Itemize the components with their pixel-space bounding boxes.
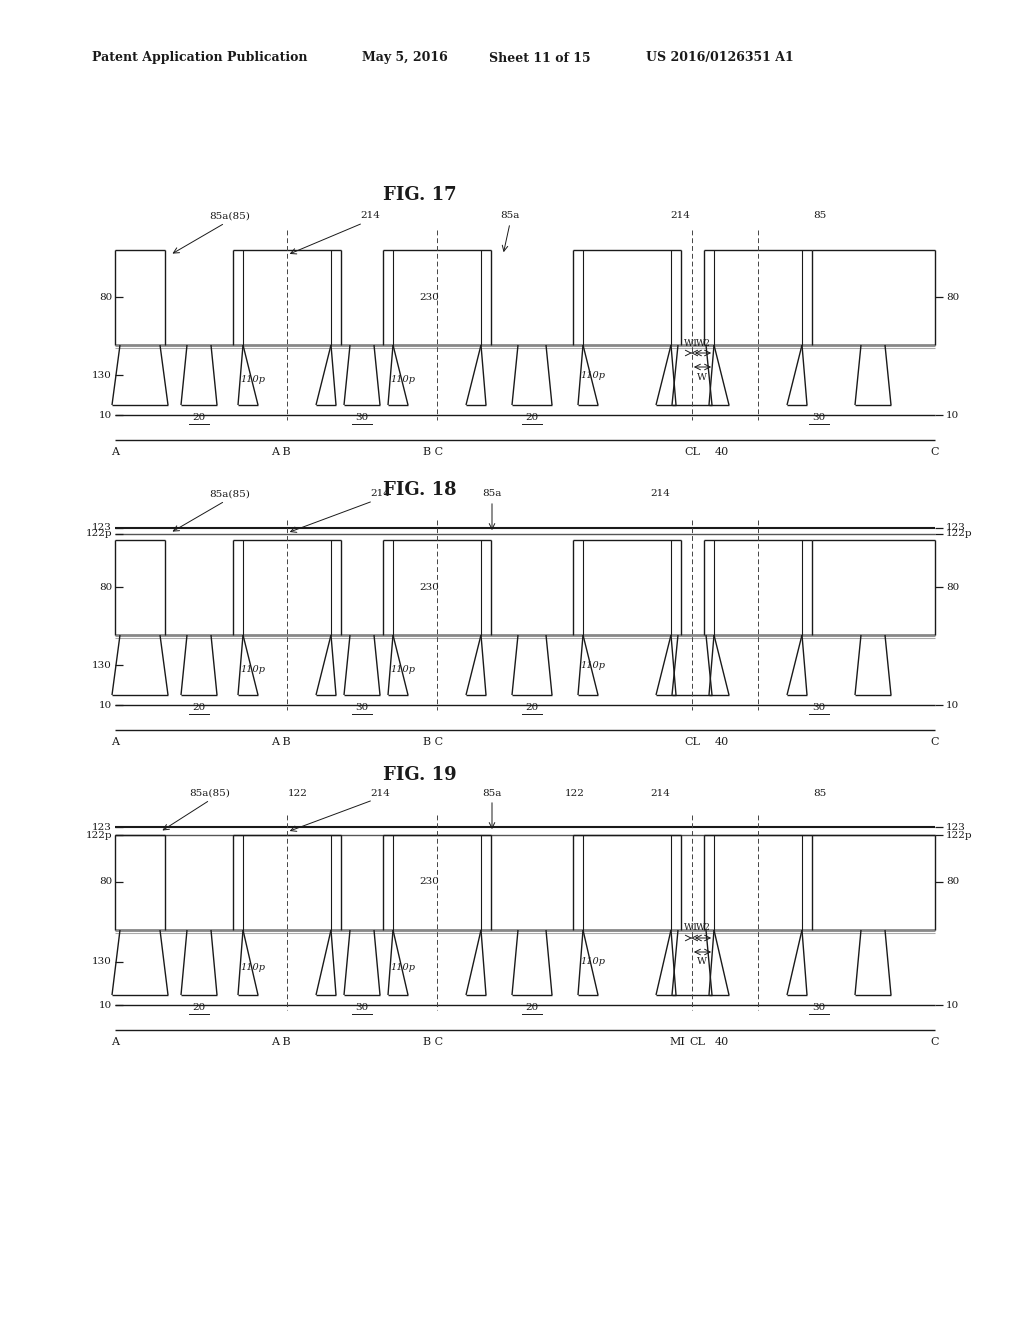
Text: Patent Application Publication: Patent Application Publication (92, 51, 308, 65)
Text: 214: 214 (650, 490, 670, 499)
Text: May 5, 2016: May 5, 2016 (362, 51, 447, 65)
Text: 214: 214 (650, 788, 670, 797)
Text: 85a: 85a (482, 788, 502, 797)
Text: A B: A B (271, 1038, 291, 1047)
Text: 110p: 110p (581, 371, 605, 380)
Text: W: W (697, 957, 707, 966)
Text: 110p: 110p (390, 665, 416, 675)
Text: 20: 20 (525, 704, 539, 713)
Text: 10: 10 (946, 411, 959, 420)
Text: 30: 30 (355, 1003, 369, 1012)
Text: 30: 30 (812, 1003, 825, 1012)
Text: 80: 80 (946, 878, 959, 887)
Text: 80: 80 (946, 582, 959, 591)
Text: 110p: 110p (581, 957, 605, 966)
Text: W1: W1 (683, 338, 698, 347)
Text: 122p: 122p (946, 529, 973, 539)
Text: 122p: 122p (85, 529, 112, 539)
Text: 214: 214 (370, 490, 390, 499)
Text: W1: W1 (683, 924, 698, 932)
Text: 122p: 122p (946, 830, 973, 840)
Text: A B: A B (271, 447, 291, 457)
Text: 10: 10 (946, 1001, 959, 1010)
Text: 85a(85): 85a(85) (210, 490, 251, 499)
Text: 122: 122 (565, 788, 585, 797)
Text: 110p: 110p (241, 962, 265, 972)
Text: 30: 30 (355, 413, 369, 422)
Text: 214: 214 (370, 788, 390, 797)
Text: 230: 230 (419, 582, 439, 591)
Text: A B: A B (271, 737, 291, 747)
Text: 230: 230 (419, 293, 439, 301)
Text: 214: 214 (670, 211, 690, 220)
Text: FIG. 19: FIG. 19 (383, 766, 457, 784)
Text: 85: 85 (813, 788, 826, 797)
Text: 110p: 110p (581, 660, 605, 669)
Text: 10: 10 (98, 701, 112, 710)
Text: 85a(85): 85a(85) (189, 788, 230, 797)
Text: 20: 20 (193, 413, 206, 422)
Text: 40: 40 (715, 1038, 729, 1047)
Text: 20: 20 (525, 1003, 539, 1012)
Text: A: A (111, 737, 119, 747)
Text: 85a: 85a (482, 490, 502, 499)
Text: 80: 80 (98, 293, 112, 301)
Text: 123: 123 (946, 822, 966, 832)
Text: 122p: 122p (85, 830, 112, 840)
Text: FIG. 18: FIG. 18 (383, 480, 457, 499)
Text: 123: 123 (946, 524, 966, 532)
Text: A: A (111, 447, 119, 457)
Text: 40: 40 (715, 447, 729, 457)
Text: 214: 214 (360, 211, 380, 220)
Text: 20: 20 (525, 413, 539, 422)
Text: 30: 30 (812, 704, 825, 713)
Text: FIG. 17: FIG. 17 (383, 186, 457, 205)
Text: C: C (931, 447, 939, 457)
Text: CL: CL (684, 447, 700, 457)
Text: 130: 130 (92, 660, 112, 669)
Text: 110p: 110p (390, 375, 416, 384)
Text: B C: B C (423, 447, 443, 457)
Text: 80: 80 (98, 582, 112, 591)
Text: 10: 10 (98, 411, 112, 420)
Text: 130: 130 (92, 957, 112, 966)
Text: 30: 30 (812, 413, 825, 422)
Text: 80: 80 (98, 878, 112, 887)
Text: 80: 80 (946, 293, 959, 301)
Text: 85a(85): 85a(85) (210, 211, 251, 220)
Text: 30: 30 (355, 704, 369, 713)
Text: 110p: 110p (241, 375, 265, 384)
Text: 110p: 110p (390, 962, 416, 972)
Text: 40: 40 (715, 737, 729, 747)
Text: 230: 230 (419, 878, 439, 887)
Text: US 2016/0126351 A1: US 2016/0126351 A1 (646, 51, 794, 65)
Text: 20: 20 (193, 704, 206, 713)
Text: C: C (931, 737, 939, 747)
Text: W2: W2 (695, 338, 711, 347)
Text: 85a: 85a (501, 211, 520, 220)
Text: 10: 10 (946, 701, 959, 710)
Text: W2: W2 (695, 924, 711, 932)
Text: C: C (931, 1038, 939, 1047)
Text: B C: B C (423, 737, 443, 747)
Text: 10: 10 (98, 1001, 112, 1010)
Text: CL: CL (684, 737, 700, 747)
Text: 130: 130 (92, 371, 112, 380)
Text: 85: 85 (813, 211, 826, 220)
Text: 20: 20 (193, 1003, 206, 1012)
Text: B C: B C (423, 1038, 443, 1047)
Text: Sheet 11 of 15: Sheet 11 of 15 (489, 51, 591, 65)
Text: 123: 123 (92, 524, 112, 532)
Text: 110p: 110p (241, 665, 265, 675)
Text: MI: MI (669, 1038, 685, 1047)
Text: 122: 122 (288, 788, 308, 797)
Text: W: W (697, 372, 707, 381)
Text: 123: 123 (92, 822, 112, 832)
Text: CL: CL (689, 1038, 705, 1047)
Text: A: A (111, 1038, 119, 1047)
